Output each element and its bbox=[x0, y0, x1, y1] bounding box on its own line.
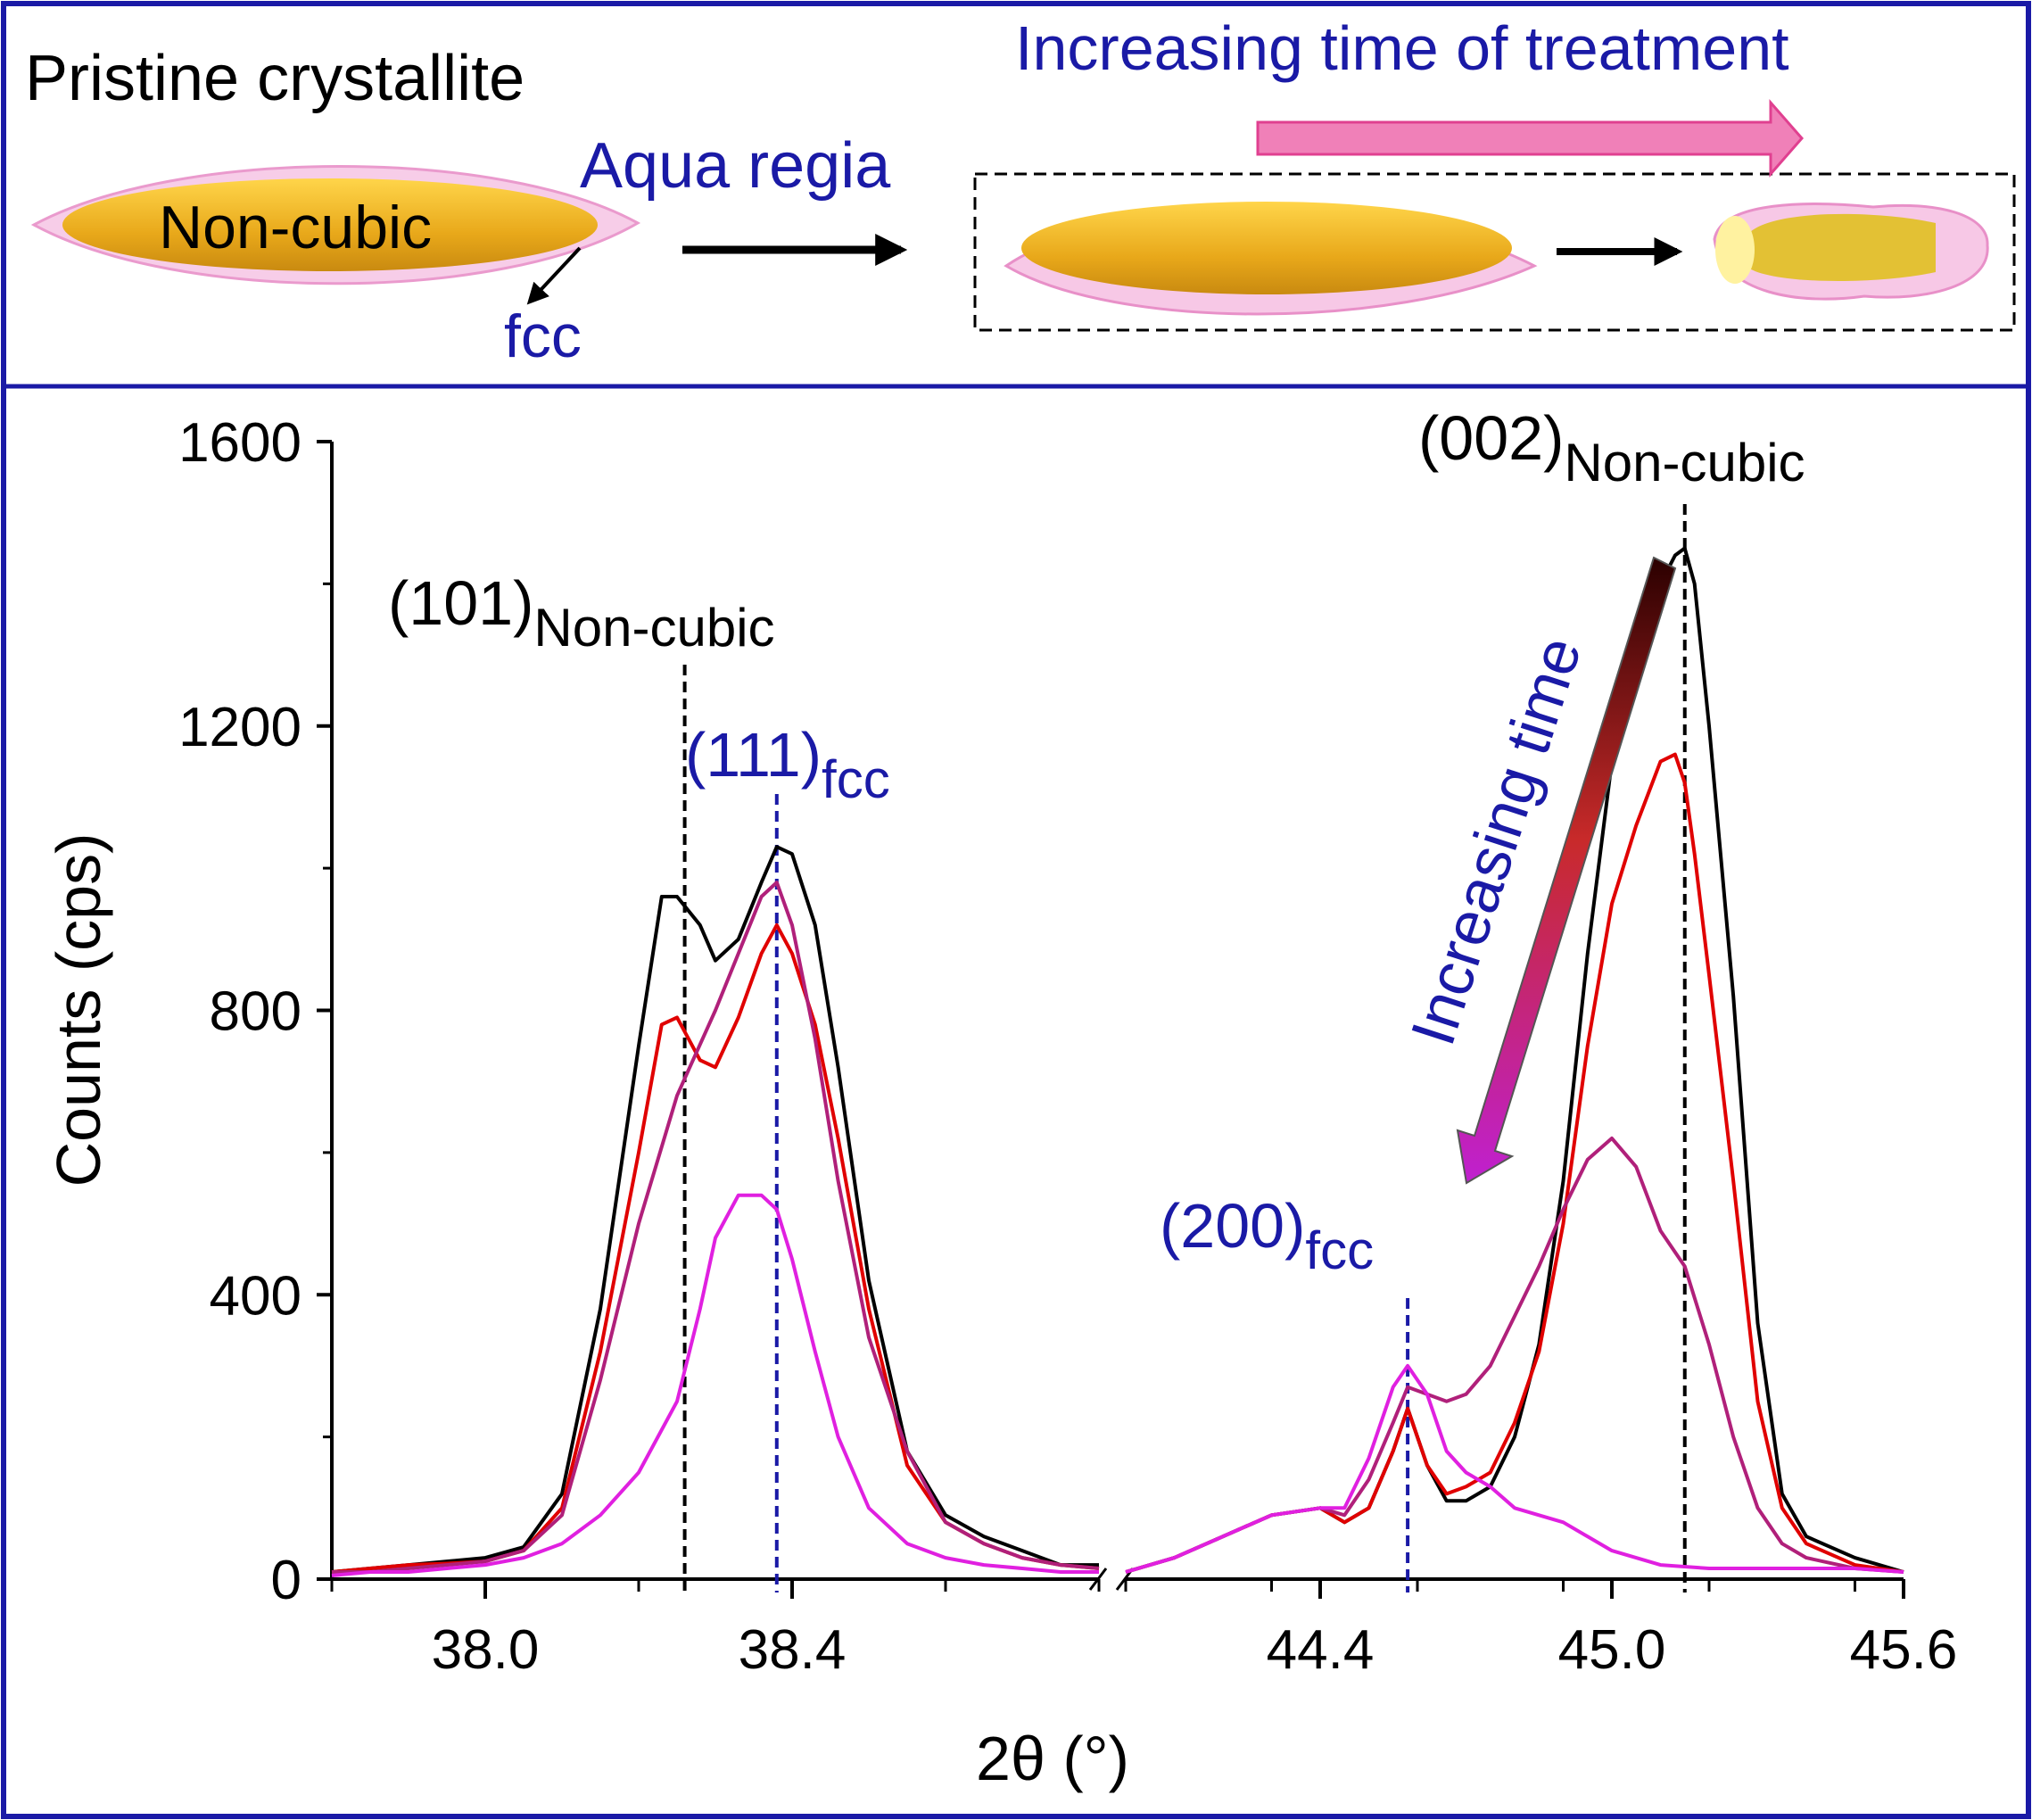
peak-002-label: (002)Non-cubic bbox=[1418, 403, 1805, 492]
pristine-crystallite-shape bbox=[30, 165, 641, 285]
treated-box bbox=[973, 172, 2016, 332]
series-4-line bbox=[1125, 1363, 1904, 1574]
axis-ticks: 0 400 800 1200 1600 38.0 38.4 44.4 45.0 45.6 bbox=[178, 412, 1957, 1681]
x-axis-label: 2θ (°) bbox=[976, 1724, 1129, 1793]
series-4-line bbox=[331, 1193, 1099, 1577]
series-lines bbox=[331, 546, 1904, 1577]
series-3-line bbox=[332, 881, 1100, 1574]
y-tick-label: 1200 bbox=[178, 697, 301, 758]
series-1-line bbox=[331, 845, 1099, 1574]
series-3-line bbox=[1125, 1136, 1904, 1574]
x-tick-label: 44.4 bbox=[1267, 1619, 1375, 1681]
fcc-label: fcc bbox=[504, 302, 582, 370]
peak-200-label: (200)fcc bbox=[1160, 1191, 1374, 1280]
fcc-pointer-arrow bbox=[526, 246, 582, 305]
y-tick-label: 400 bbox=[210, 1265, 301, 1327]
peak-101-label: (101)Non-cubic bbox=[388, 568, 775, 658]
x-tick-label: 38.0 bbox=[432, 1619, 540, 1681]
y-tick-label: 800 bbox=[210, 981, 301, 1043]
noncubic-label: Non-cubic bbox=[159, 194, 432, 261]
aqua-regia-label: Aqua regia bbox=[580, 130, 891, 202]
pristine-crystallite-label: Pristine crystallite bbox=[25, 43, 525, 114]
y-tick-label: 0 bbox=[271, 1550, 301, 1611]
treated-crystallite-1 bbox=[1004, 202, 1538, 316]
y-axis-label: Counts (cps) bbox=[44, 833, 113, 1187]
increasing-treatment-label: Increasing time of treatment bbox=[1015, 13, 1789, 83]
increasing-treatment-arrow bbox=[1256, 99, 1804, 178]
y-tick-label: 1600 bbox=[178, 412, 301, 474]
series-2-line bbox=[331, 922, 1100, 1574]
schematic-panel: Pristine crystallite Non-cubic fcc Aqua … bbox=[25, 13, 2016, 370]
x-tick-label: 45.6 bbox=[1850, 1619, 1958, 1681]
treated-crystallite-2 bbox=[1713, 203, 1989, 301]
peak-reference-lines bbox=[682, 504, 1687, 1592]
x-tick-label: 45.0 bbox=[1558, 1619, 1666, 1681]
increasing-time-arrow bbox=[1456, 556, 1677, 1185]
series-2-line bbox=[1125, 752, 1904, 1574]
chart: 0 400 800 1200 1600 38.0 38.4 44.4 45.0 45.6 Coun… bbox=[44, 403, 1957, 1793]
peak-111-label: (111)fcc bbox=[685, 720, 890, 809]
x-tick-label: 38.4 bbox=[739, 1619, 847, 1681]
